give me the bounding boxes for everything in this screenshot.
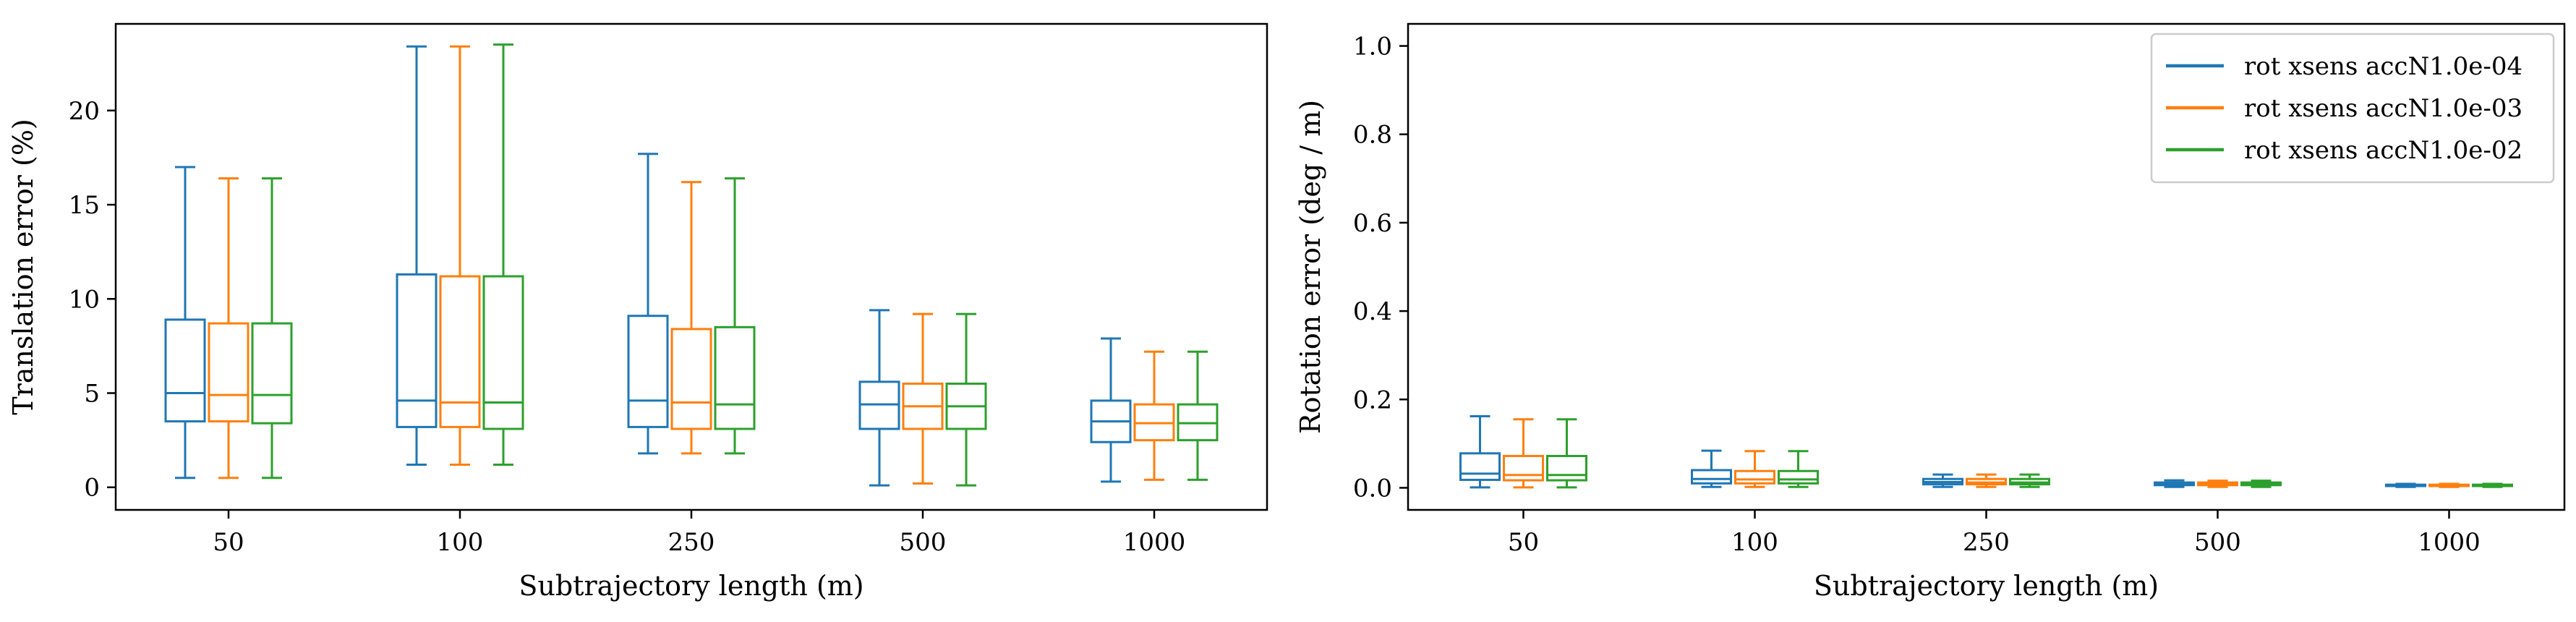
box-1000-series-1 [2428,482,2470,488]
legend-entry-0: rot xsens accN1.0e-04 [2244,52,2522,81]
x-tick-label: 100 [437,528,484,557]
box-body [1503,454,1544,482]
box-50-series-0 [1459,414,1501,489]
box-body [1459,452,1501,481]
x-tick-label: 100 [1731,528,1778,557]
x-tick-label: 1000 [2418,528,2481,557]
box-1000-series-2 [2472,482,2513,488]
x-tick-label: 50 [1508,528,1539,557]
box-body [1778,469,1819,485]
translation-boxes [164,43,1219,487]
box-250-series-2 [714,177,756,455]
y-tick-label: 20 [69,97,100,126]
box-50-series-2 [1546,418,1587,489]
translation-x-axis: 50 100 250 500 1000 [213,510,1185,557]
box-250-series-2 [2009,473,2050,488]
box-body [439,275,481,428]
box-body [670,328,712,430]
box-body [482,275,524,430]
box-100-series-0 [1691,449,1732,488]
x-tick-label: 500 [2194,528,2241,557]
x-tick-label: 1000 [1123,528,1186,557]
translation-y-axis: 0 5 10 15 20 [69,97,116,503]
box-1000-series-1 [1133,350,1175,481]
legend-entry-1: rot xsens accN1.0e-03 [2244,94,2522,123]
box-500-series-0 [2154,479,2195,488]
rotation-x-axis-label: Subtrajectory length (m) [1814,570,2159,602]
box-1000-series-0 [2385,482,2426,488]
rotation-y-axis: 0.0 0.2 0.4 0.6 0.8 1.0 [1353,33,1408,503]
box-100-series-1 [1734,450,1775,488]
box-500-series-1 [902,312,944,485]
box-50-series-1 [1503,418,1544,489]
y-tick-label: 1.0 [1353,33,1392,61]
translation-plot-frame [114,22,1268,511]
box-500-series-2 [2240,480,2282,488]
box-body [1734,469,1775,485]
translation-x-axis-label: Subtrajectory length (m) [519,570,863,602]
legend: rot xsens accN1.0e-04 rot xsens accN1.0e-… [2150,33,2555,184]
box-500-series-1 [2197,480,2238,488]
y-tick-label: 0 [84,474,100,503]
box-body [1546,454,1587,482]
box-100-series-0 [396,45,438,466]
box-body [164,318,206,423]
rotation-error-chart: 0.0 0.2 0.4 0.6 0.8 1.0 50 100 250 500 1000 Subtr… [1295,22,2566,602]
y-tick-label: 0.0 [1353,474,1392,503]
box-100-series-2 [482,43,524,466]
x-tick-label: 500 [900,528,947,557]
box-500-series-0 [858,309,900,487]
box-500-series-2 [945,312,987,487]
box-100-series-2 [1778,450,1819,488]
box-250-series-0 [627,153,669,455]
y-tick-label: 10 [69,285,100,314]
box-250-series-0 [1922,473,1963,488]
box-100-series-1 [439,45,481,466]
box-body [627,315,669,428]
box-body [251,322,293,425]
legend-box [2150,33,2555,184]
box-body [714,325,756,430]
y-tick-label: 15 [69,191,100,220]
box-body [1691,469,1732,485]
y-tick-label: 0.4 [1353,297,1392,326]
box-50-series-0 [164,166,206,480]
box-250-series-1 [670,181,712,455]
box-50-series-2 [251,177,293,480]
x-tick-label: 250 [1963,528,2010,557]
rotation-plot-frame [1407,22,2566,511]
legend-entry-2: rot xsens accN1.0e-02 [2244,136,2522,165]
x-tick-label: 250 [668,528,715,557]
box-1000-series-2 [1177,350,1219,481]
rotation-y-axis-label: Rotation error (deg / m) [1295,100,1326,434]
box-250-series-1 [1966,473,2007,488]
box-50-series-1 [208,177,250,480]
box-body [208,322,250,423]
translation-y-axis-label: Translation error (%) [7,119,39,415]
y-tick-label: 5 [84,380,100,409]
y-tick-label: 0.2 [1353,385,1392,414]
y-tick-label: 0.8 [1353,121,1392,150]
box-body [396,273,438,428]
box-1000-series-0 [1090,337,1132,483]
rotation-boxes [1459,414,2513,489]
translation-error-chart: 0 5 10 15 20 50 100 250 500 1000 Subtrajectory l… [7,22,1268,602]
rotation-x-axis: 50 100 250 500 1000 [1508,510,2481,557]
y-tick-label: 0.6 [1353,209,1392,238]
x-tick-label: 50 [213,528,244,557]
